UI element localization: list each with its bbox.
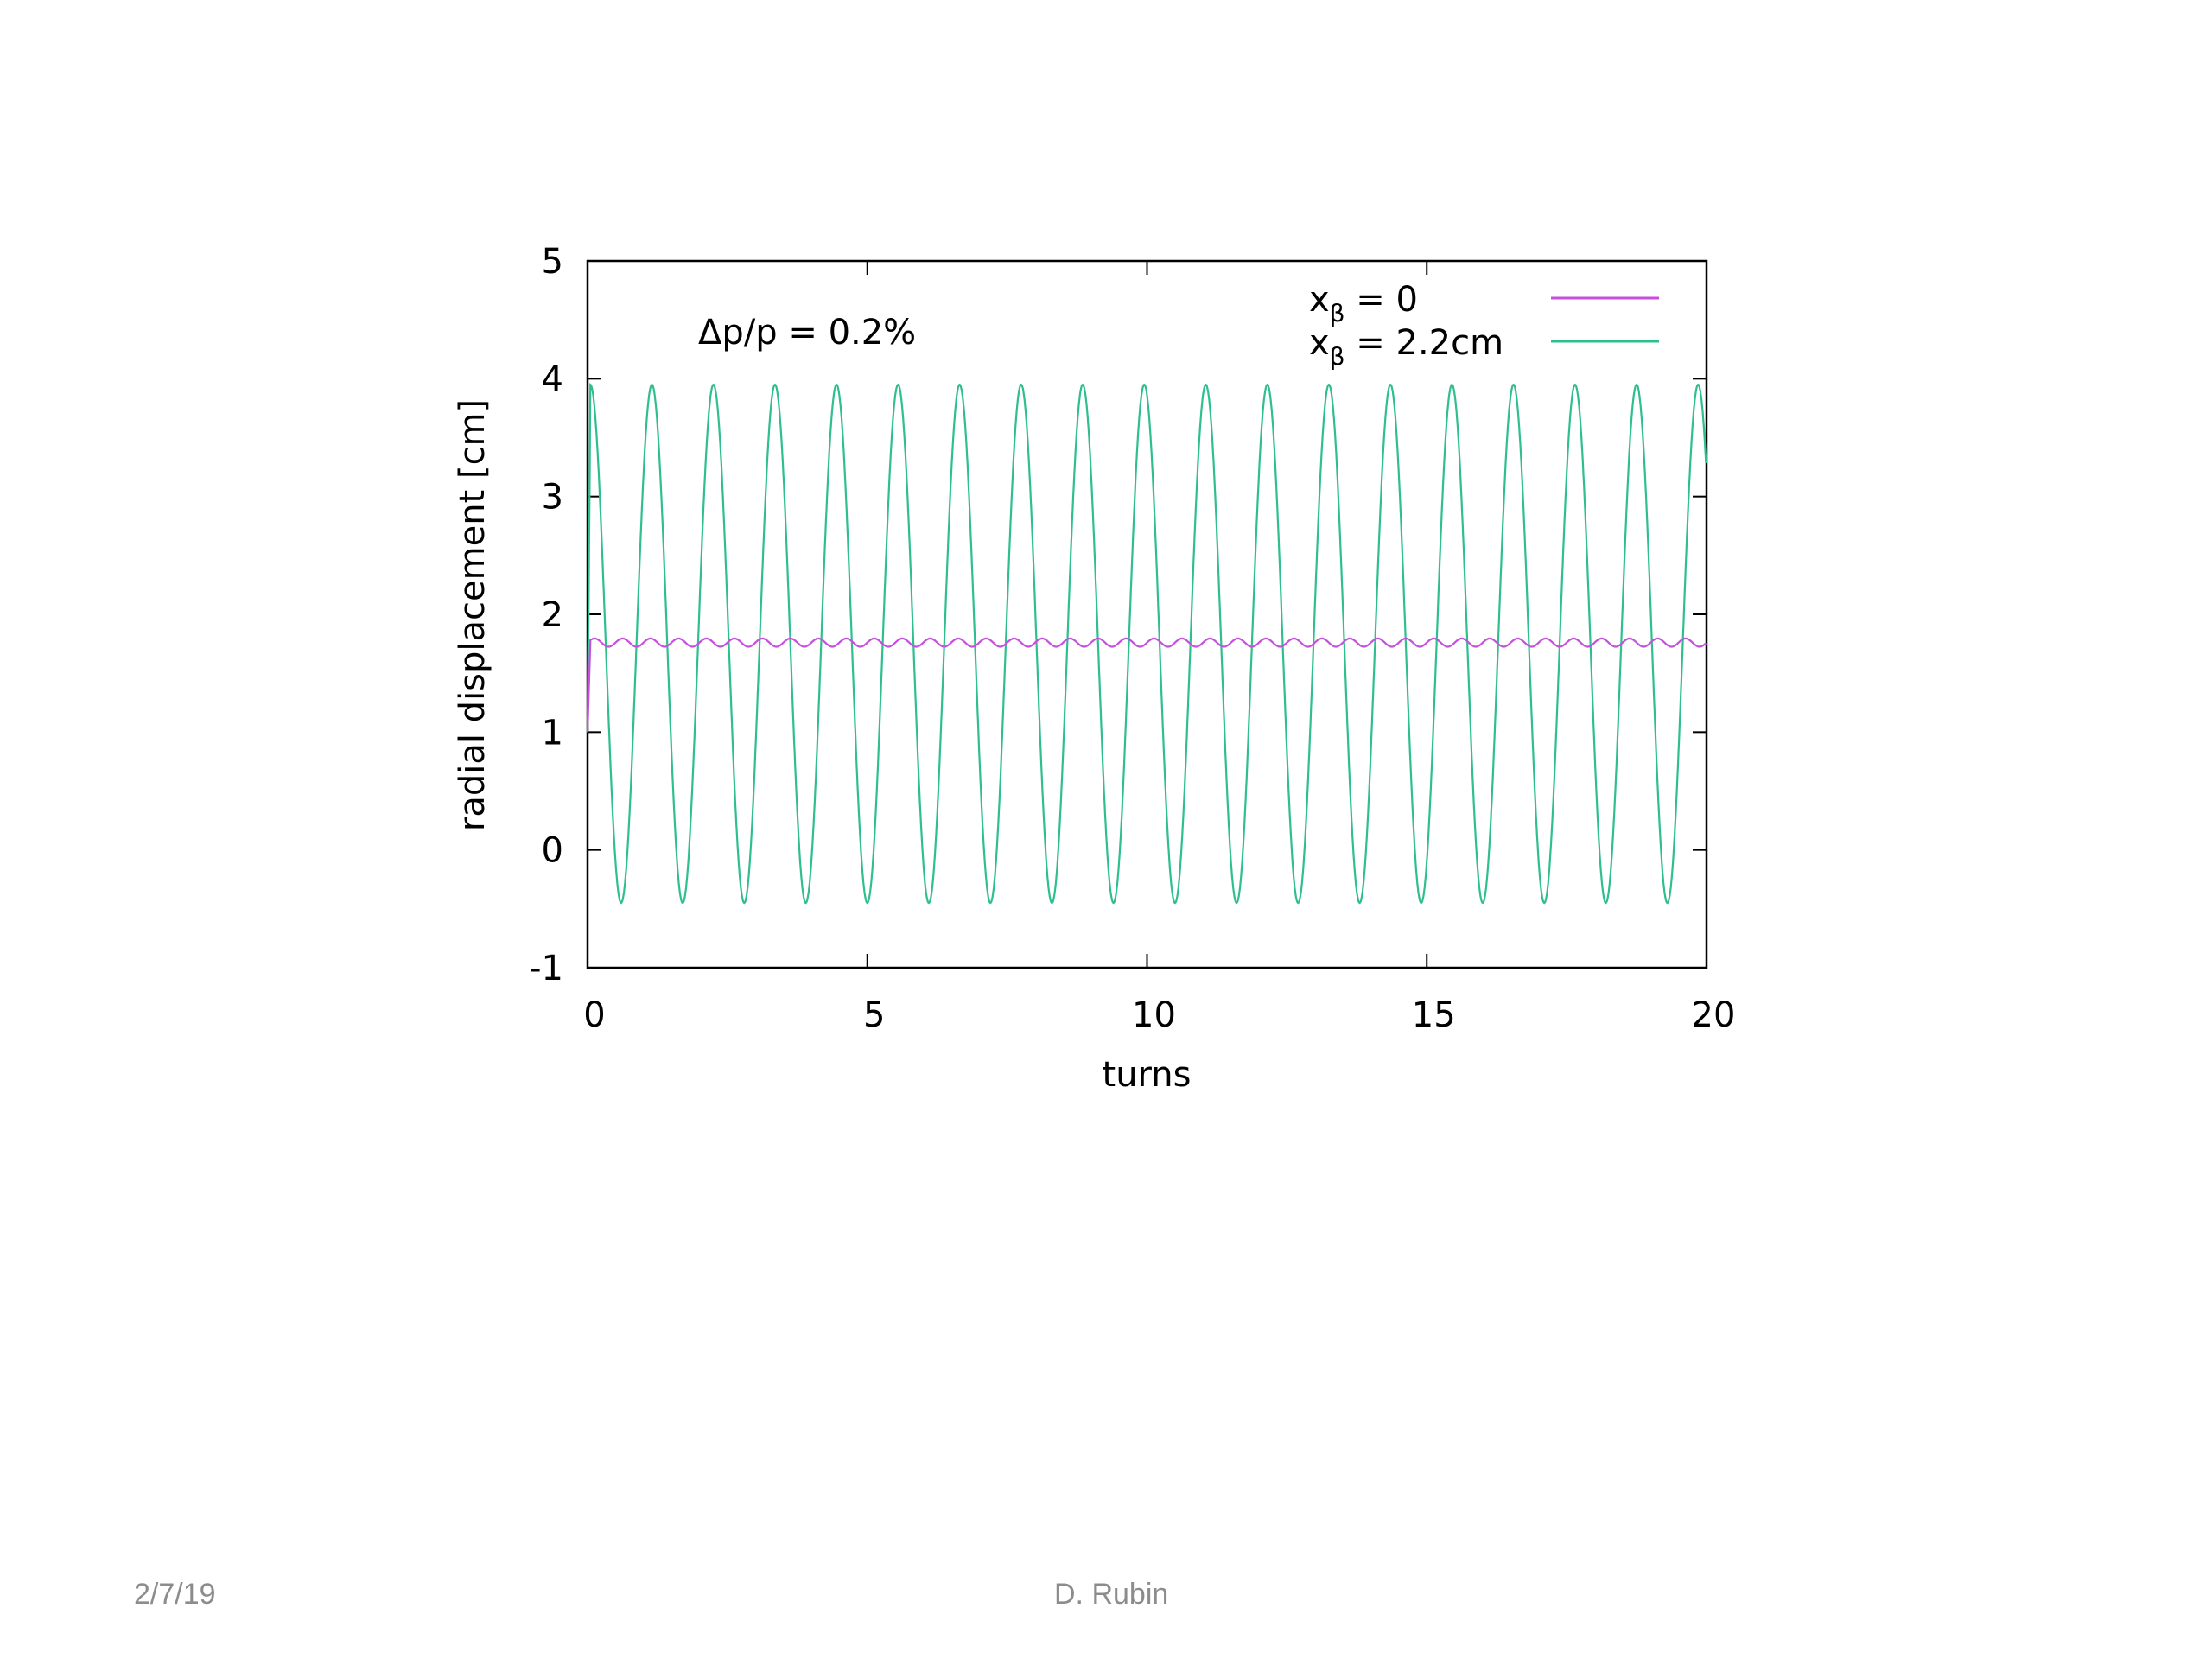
x-tick-label: 20: [1692, 995, 1736, 1035]
y-tick-label: 5: [542, 242, 563, 282]
x-tick-label: 5: [863, 995, 885, 1035]
annotation-text: Δp/p = 0.2%: [698, 313, 916, 353]
axes: 0 5 10 15 20 -1 0 1 2 3 4 5: [529, 242, 1735, 1035]
series-line-xbeta-2-2cm: [586, 382, 1707, 905]
y-tick-label: 4: [542, 359, 563, 399]
y-tick-label: -1: [529, 949, 563, 988]
footer-date: 2/7/19: [134, 1578, 216, 1611]
legend-label-0: xβ = 0: [1309, 280, 1418, 327]
footer-author: D. Rubin: [1054, 1578, 1169, 1611]
y-tick-label: 3: [542, 478, 563, 518]
legend-label-1: xβ = 2.2cm: [1309, 323, 1503, 371]
y-tick-label: 1: [542, 713, 563, 753]
x-axis-label: turns: [1103, 1055, 1192, 1095]
y-tick-label: 0: [542, 831, 563, 871]
x-tick-label: 0: [583, 995, 605, 1035]
x-tick-label: 10: [1132, 995, 1176, 1035]
series-group: [586, 382, 1707, 905]
y-axis-label: radial displacement [cm]: [453, 399, 493, 831]
y-tick-label: 2: [542, 595, 563, 635]
x-tick-label: 15: [1412, 995, 1456, 1035]
legend: xβ = 0xβ = 2.2cm: [1309, 280, 1659, 371]
series-line-xbeta-0: [586, 637, 1707, 733]
